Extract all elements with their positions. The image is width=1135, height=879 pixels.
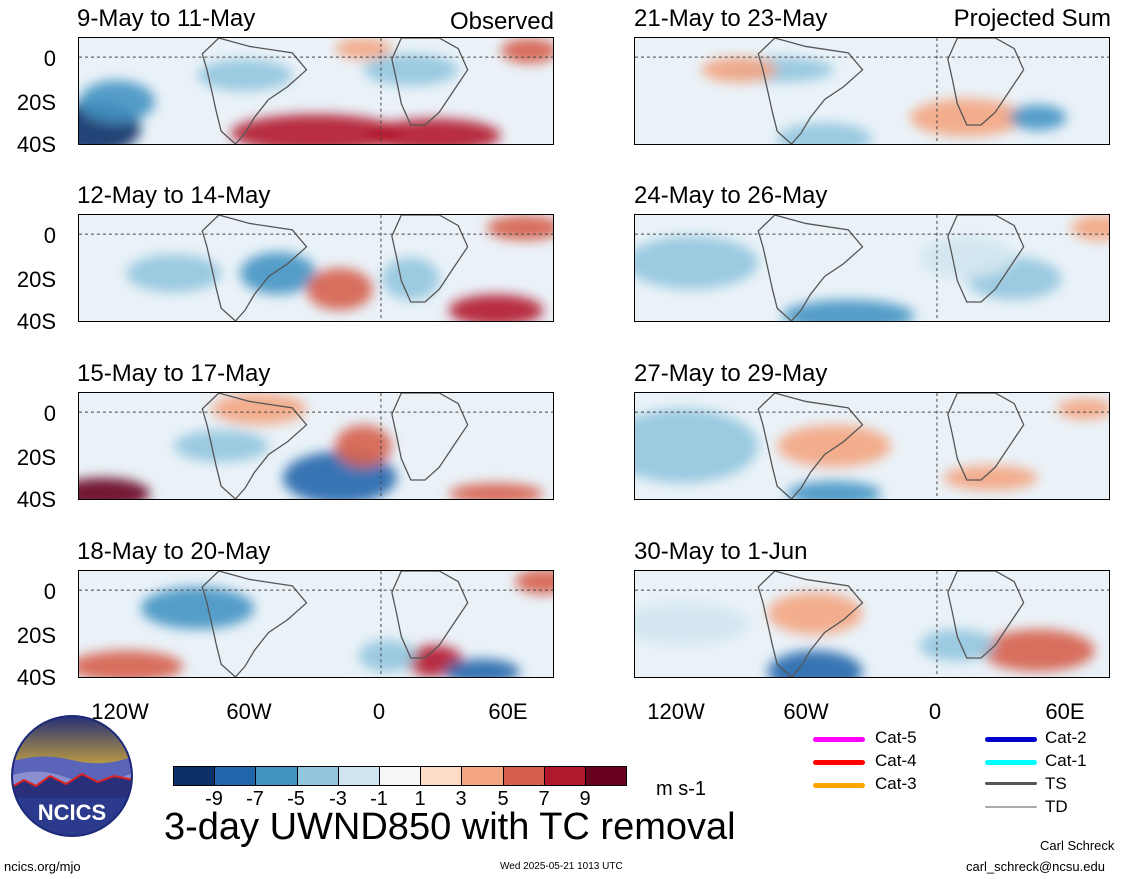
colorbar-tick-9: 7 [538,788,550,810]
footer-timestamp: Wed 2025-05-21 1013 UTC [500,861,623,872]
map-panel-proj-2 [634,214,1110,322]
y-tick-20s-row3: 20S [16,445,56,470]
x-tick-60e-left: 60E [488,699,528,724]
legend-label-cat2: Cat-2 [1045,728,1087,747]
projected-label: Projected Sum [953,5,1111,32]
y-tick-40s-row1: 40S [16,132,56,157]
colorbar-tick-7: 3 [455,788,467,810]
legend-line-ts [985,782,1037,785]
map-panel-obs-3 [78,392,554,500]
colorbar-tick-3: -5 [287,788,305,810]
legend-label-td: TD [1045,797,1068,816]
colorbar-segment [338,767,380,785]
x-tick-60w-left: 60W [226,699,272,724]
panel-title-obs-2: 12-May to 14-May [77,182,271,209]
legend-line-cat3 [813,783,865,788]
legend-label-cat5: Cat-5 [875,728,917,747]
legend-line-td [985,806,1037,808]
x-tick-60e-right: 60E [1045,699,1085,724]
panel-title-proj-1: 21-May to 23-May [634,5,828,32]
footer-author: Carl Schreck [1040,838,1115,853]
colorbar [173,766,627,786]
x-tick-120w-right: 120W [647,699,705,724]
x-tick-120w-left: 120W [91,699,149,724]
legend-label-cat4: Cat-4 [875,751,917,770]
colorbar-segment [174,767,216,785]
x-tick-0-right: 0 [928,699,942,724]
legend-label-cat1: Cat-1 [1045,751,1087,770]
colorbar-tick-6: 1 [414,788,426,810]
panel-title-proj-3: 27-May to 29-May [634,360,828,387]
logo-text: NCICS [38,800,106,825]
colorbar-tick-1: -9 [205,788,223,810]
colorbar-segment [379,767,422,785]
y-tick-20s-row2: 20S [16,267,56,292]
y-tick-0-row1: 0 [43,46,56,71]
footer-email: carl_schreck@ncsu.edu [966,859,1105,874]
legend-line-cat1 [985,760,1037,765]
legend-label-ts: TS [1045,774,1067,793]
panel-title-obs-1: 9-May to 11-May [77,5,256,32]
ncics-logo: NCICS [10,714,134,838]
panel-title-proj-4: 30-May to 1-Jun [634,538,808,565]
map-panel-obs-4 [78,570,554,678]
colorbar-segment [215,767,257,785]
legend-line-cat4 [813,760,865,765]
colorbar-tick-2: -7 [246,788,264,810]
colorbar-tick-4: -3 [329,788,347,810]
y-tick-0-row2: 0 [43,223,56,248]
footer-url: ncics.org/mjo [4,859,81,874]
legend-line-cat5 [813,737,865,742]
panel-title-obs-4: 18-May to 20-May [77,538,271,565]
colorbar-segment [256,767,298,785]
panel-title-proj-2: 24-May to 26-May [634,182,828,209]
observed-label: Observed [449,8,554,35]
legend-label-cat3: Cat-3 [875,774,917,793]
y-tick-40s-row4: 40S [16,665,56,690]
map-panel-proj-3 [634,392,1110,500]
x-tick-0-left: 0 [372,699,386,724]
y-tick-20s-row4: 20S [16,623,56,648]
y-tick-0-row3: 0 [43,401,56,426]
colorbar-segment [544,767,586,785]
y-tick-40s-row2: 40S [16,309,56,334]
map-panel-proj-1 [634,37,1110,145]
colorbar-segment [421,767,463,785]
colorbar-tick-8: 5 [497,788,509,810]
figure-title: 3-day UWND850 with TC removal [164,806,736,848]
y-tick-20s-row1: 20S [16,90,56,115]
y-tick-40s-row3: 40S [16,487,56,512]
colorbar-segment [503,767,545,785]
x-tick-60w-right: 60W [783,699,829,724]
legend-line-cat2 [985,737,1037,742]
colorbar-units: m s-1 [656,778,706,800]
map-panel-obs-2 [78,214,554,322]
colorbar-tick-5: -1 [370,788,388,810]
colorbar-segment [585,767,627,785]
colorbar-segment [297,767,339,785]
y-tick-0-row4: 0 [43,579,56,604]
map-panel-proj-4 [634,570,1110,678]
colorbar-segment [462,767,504,785]
map-panel-obs-1 [78,37,554,145]
colorbar-tick-10: 9 [579,788,591,810]
panel-title-obs-3: 15-May to 17-May [77,360,271,387]
